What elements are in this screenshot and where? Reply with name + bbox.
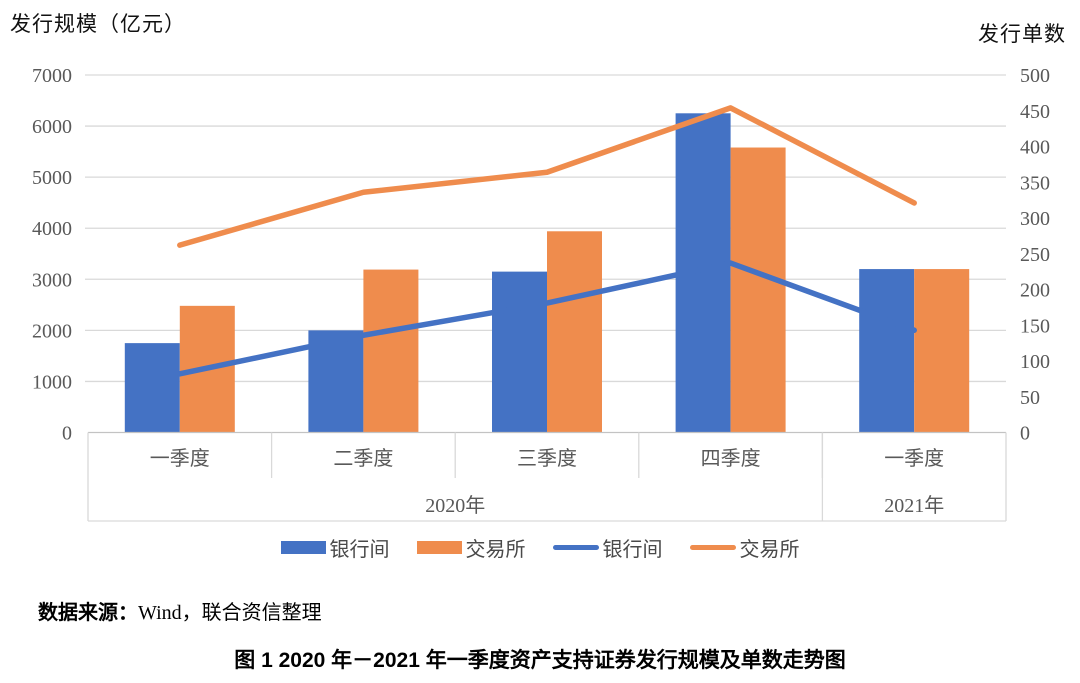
data-source-note: 数据来源：Wind，联合资信整理 [38, 596, 322, 625]
year-label: 2021年 [884, 494, 944, 517]
left-axis-title: 发行规模（亿元） [10, 12, 186, 36]
bar-交易所-3 [547, 231, 602, 433]
right-axis-tick-label: 300 [1020, 208, 1050, 230]
right-axis-tick-label: 0 [1020, 423, 1030, 445]
bar-银行间-1 [124, 343, 180, 433]
bar-银行间-3 [492, 271, 547, 433]
legend-label: 交易所 [465, 538, 526, 561]
legend-item-line-interbank: 银行间 [552, 533, 663, 562]
source-prefix: 数据来源： [38, 602, 138, 624]
chart-legend: 银行间 交易所 银行间 交易所 [0, 531, 1080, 563]
left-axis-tick-label: 2000 [32, 320, 72, 342]
right-axis-tick-label: 400 [1020, 137, 1050, 159]
year-label: 2020年 [425, 494, 485, 517]
left-axis-tick-label: 4000 [32, 218, 72, 240]
source-text: Wind，联合资信整理 [138, 602, 322, 624]
left-axis-tick-label: 0 [62, 423, 72, 445]
bar-swatch-blue [280, 540, 326, 554]
right-axis-tick-label: 250 [1020, 244, 1050, 266]
right-axis-tick-label: 200 [1020, 280, 1050, 302]
right-axis-tick-label: 100 [1020, 351, 1050, 373]
legend-label: 交易所 [739, 538, 800, 561]
left-axis-tick-label: 5000 [32, 167, 72, 189]
left-axis-tick-label: 3000 [32, 269, 72, 291]
category-label: 一季度 [884, 447, 944, 470]
right-axis-title: 发行单数 [978, 22, 1066, 46]
line-银行间 [177, 260, 917, 377]
right-axis-tick-label: 500 [1020, 65, 1050, 87]
bar-交易所-4 [730, 147, 786, 433]
left-axis-tick-label: 1000 [32, 371, 72, 393]
right-axis-tick-label: 350 [1020, 172, 1050, 194]
bar-银行间-5 [859, 269, 915, 433]
category-label: 三季度 [517, 447, 577, 470]
category-label: 四季度 [701, 447, 761, 470]
line-swatch-blue [552, 544, 599, 550]
bar-交易所-2 [363, 269, 419, 433]
line-交易所 [177, 105, 917, 248]
right-axis-tick-label: 50 [1020, 387, 1040, 409]
right-axis-tick-label: 450 [1020, 101, 1050, 123]
legend-item-bar-interbank: 银行间 [280, 533, 390, 562]
left-axis-tick-label: 6000 [32, 116, 72, 138]
legend-label: 银行间 [329, 538, 390, 561]
line-swatch-orange [689, 544, 736, 550]
left-axis-tick-label: 7000 [32, 65, 72, 87]
figure-caption: 图 1 2020 年－2021 年一季度资产支持证券发行规模及单数走势图 [234, 649, 846, 672]
combo-chart-plot: 0 1000 2000 3000 4000 5000 6000 7000 0 50 100 150 20… [32, 65, 1050, 522]
legend-label: 银行间 [602, 538, 663, 561]
right-axis-tick-label: 150 [1020, 315, 1050, 337]
category-label: 二季度 [333, 447, 393, 470]
legend-item-bar-exchange: 交易所 [416, 533, 526, 562]
category-label: 一季度 [150, 447, 210, 470]
bar-交易所-5 [914, 269, 970, 433]
legend-item-line-exchange: 交易所 [689, 533, 800, 562]
bar-swatch-orange [416, 540, 462, 554]
